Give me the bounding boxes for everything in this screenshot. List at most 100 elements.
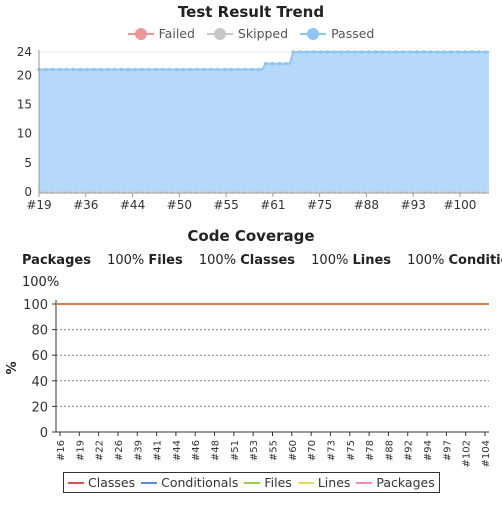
passed-point bbox=[147, 67, 151, 72]
files-legend-icon bbox=[244, 481, 261, 484]
passed-point bbox=[277, 61, 282, 66]
passed-point bbox=[188, 67, 192, 72]
passed-point bbox=[387, 50, 392, 54]
passed-point bbox=[140, 67, 144, 72]
passed-point bbox=[339, 50, 344, 54]
classes-legend-icon bbox=[68, 481, 84, 484]
passed-point bbox=[421, 50, 426, 54]
passed-point bbox=[119, 67, 124, 72]
coverage-x-tick-label: #41 bbox=[153, 440, 164, 461]
passed-point bbox=[160, 67, 165, 72]
legend-item-classes[interactable]: Classes bbox=[68, 475, 135, 490]
passed-point bbox=[250, 67, 254, 72]
trend-x-tick-label: #93 bbox=[401, 198, 426, 212]
coverage-chart-title: Code Coverage bbox=[187, 227, 315, 245]
passed-point bbox=[428, 50, 433, 54]
legend-label-skipped: Skipped bbox=[237, 26, 289, 41]
legend-item-failed[interactable]: Failed bbox=[127, 26, 195, 41]
trend-chart-title: Test Result Trend bbox=[177, 3, 325, 21]
passed-point bbox=[476, 50, 481, 54]
passed-point bbox=[50, 67, 55, 72]
passed-point bbox=[71, 67, 76, 72]
passed-point bbox=[442, 50, 447, 54]
legend-item-skipped[interactable]: Skipped bbox=[206, 26, 289, 41]
coverage-y-tick-label: 0 bbox=[40, 426, 48, 441]
trend-x-tick-label: #50 bbox=[167, 198, 192, 212]
passed-point bbox=[215, 67, 220, 72]
legend-item-packages[interactable]: Packages bbox=[356, 475, 435, 490]
passed-point bbox=[243, 67, 247, 72]
passed-point bbox=[449, 50, 454, 54]
summary-value-lines: 100% bbox=[311, 253, 349, 268]
coverage-x-tick-label: #53 bbox=[249, 440, 260, 461]
trend-x-tick-label: #88 bbox=[354, 198, 379, 212]
passed-point bbox=[105, 67, 110, 72]
passed-point bbox=[92, 67, 96, 72]
summary-value-files: 100% bbox=[107, 253, 145, 268]
trend-y-tick-label: 24 bbox=[17, 45, 32, 59]
coverage-x-tick-label: #44 bbox=[172, 440, 183, 461]
legend-label-failed: Failed bbox=[158, 26, 195, 41]
passed-point bbox=[284, 61, 289, 66]
passed-point bbox=[483, 50, 488, 54]
passed-legend-icon bbox=[300, 27, 327, 40]
passed-point bbox=[298, 50, 302, 54]
passed-point bbox=[263, 61, 268, 66]
passed-point bbox=[99, 67, 103, 72]
coverage-x-tick-label: #46 bbox=[191, 440, 202, 461]
passed-point bbox=[57, 67, 62, 72]
coverage-x-tick-label: #19 bbox=[75, 440, 86, 461]
legend-item-conditionals[interactable]: Conditionals bbox=[141, 475, 238, 490]
passed-point bbox=[456, 50, 460, 54]
coverage-x-tick-label: #104 bbox=[481, 440, 492, 467]
legend-item-files[interactable]: Files bbox=[244, 475, 292, 490]
passed-point bbox=[167, 67, 172, 72]
passed-point bbox=[291, 50, 296, 54]
coverage-x-tick-label: #97 bbox=[442, 440, 453, 461]
coverage-y-tick-label: 60 bbox=[31, 349, 48, 364]
passed-point bbox=[312, 50, 316, 54]
passed-point bbox=[366, 50, 371, 54]
passed-point bbox=[64, 67, 69, 72]
passed-point bbox=[415, 50, 419, 54]
passed-area bbox=[39, 52, 489, 192]
trend-x-tick-label: #100 bbox=[443, 198, 476, 212]
summary-value-packages: 100% bbox=[22, 275, 60, 290]
passed-point bbox=[373, 50, 378, 54]
coverage-y-tick-label: 80 bbox=[31, 324, 48, 339]
coverage-x-tick-label: #73 bbox=[326, 440, 337, 461]
passed-point bbox=[133, 67, 137, 72]
legend-label-classes: Classes bbox=[88, 475, 136, 490]
trend-y-tick-label: 0 bbox=[24, 185, 32, 199]
skipped-legend-icon bbox=[206, 27, 233, 40]
passed-point bbox=[257, 67, 261, 72]
passed-point bbox=[112, 67, 117, 72]
coverage-x-tick-label: #78 bbox=[365, 440, 376, 461]
failed-legend-icon bbox=[127, 27, 154, 40]
passed-point bbox=[470, 50, 474, 54]
passed-point bbox=[353, 50, 357, 54]
summary-value-classes: 100% bbox=[198, 253, 237, 268]
lines-legend-icon bbox=[297, 481, 314, 484]
passed-point bbox=[229, 67, 234, 72]
coverage-x-tick-label: #102 bbox=[462, 440, 473, 467]
passed-point bbox=[332, 50, 337, 54]
coverage-x-tick-label: #16 bbox=[56, 440, 67, 461]
trend-y-tick-label: 20 bbox=[17, 68, 32, 82]
legend-item-passed[interactable]: Passed bbox=[300, 26, 374, 41]
passed-point bbox=[126, 67, 131, 72]
coverage-x-tick-label: #92 bbox=[404, 440, 415, 461]
legend-label-lines: Lines bbox=[317, 475, 351, 490]
passed-point bbox=[360, 50, 364, 54]
coverage-y-tick-label: 100 bbox=[23, 298, 48, 313]
coverage-y-axis-label: % bbox=[5, 361, 20, 374]
coverage-legend: Classes Conditionals Files Lines Package… bbox=[63, 472, 440, 493]
trend-x-tick-label: #19 bbox=[26, 198, 51, 212]
passed-point bbox=[408, 50, 412, 54]
passed-point bbox=[463, 50, 467, 54]
legend-label-files: Files bbox=[264, 475, 292, 490]
passed-point bbox=[318, 50, 323, 54]
conditionals-legend-icon bbox=[141, 481, 158, 484]
passed-point bbox=[85, 67, 89, 72]
legend-item-lines[interactable]: Lines bbox=[297, 475, 351, 490]
